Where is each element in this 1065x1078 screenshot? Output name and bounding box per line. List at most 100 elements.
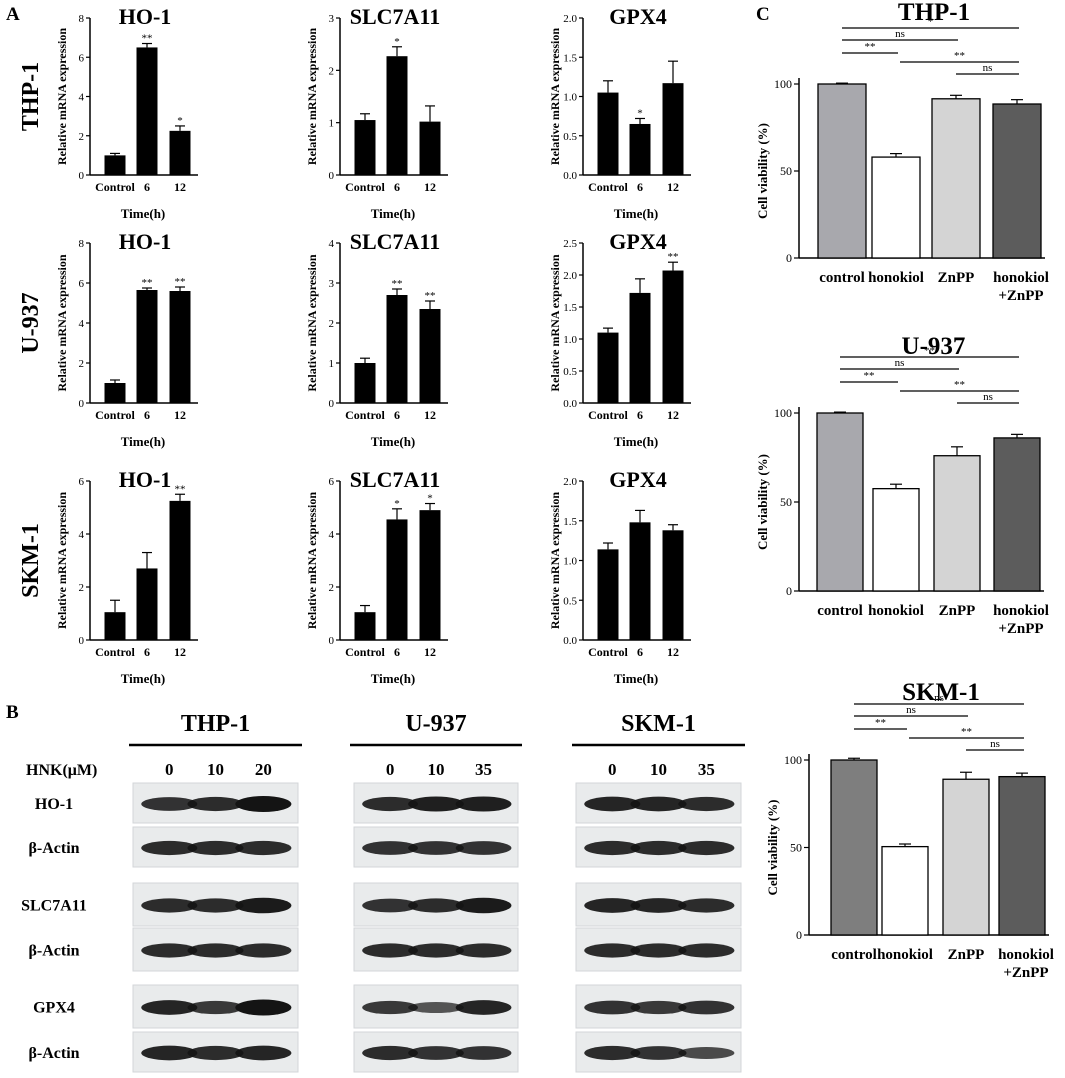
dose-label: 10: [650, 760, 667, 779]
y-tick-label: 1.0: [563, 556, 577, 568]
blot-band: [630, 898, 687, 913]
x-tick-label: 6: [637, 645, 643, 659]
panel-letter-a: A: [6, 4, 20, 25]
y-tick-label: 4: [79, 92, 85, 104]
hnk-label: HNK(μM): [26, 762, 97, 779]
blot-band: [235, 840, 292, 856]
x-axis-label: Time(h): [614, 206, 659, 221]
y-tick-label: 2: [79, 582, 85, 594]
x-axis-label: Time(h): [121, 206, 166, 221]
blot-band: [235, 897, 292, 914]
y-tick-label: 100: [774, 77, 792, 91]
x-tick-label: 12: [667, 408, 679, 422]
blot-band: [141, 1045, 198, 1061]
bar: [419, 510, 441, 640]
significance-label: **: [142, 277, 153, 289]
y-tick-label: 2.0: [563, 270, 577, 282]
x-tick-label: 6: [144, 645, 150, 659]
y-tick-label: 0.0: [563, 635, 577, 647]
protein-label: HO-1: [35, 796, 73, 813]
dose-label: 35: [475, 760, 492, 779]
y-axis-label: Relative mRNA expression: [55, 28, 69, 165]
y-tick-label: 0: [796, 928, 802, 942]
significance-label: **: [142, 33, 153, 45]
y-tick-label: 2.0: [563, 476, 577, 488]
bar: [871, 156, 921, 259]
significance-label: **: [175, 276, 186, 288]
x-tick-label: Control: [345, 645, 385, 659]
blot-band: [678, 1000, 735, 1015]
y-tick-label: 4: [329, 529, 335, 541]
x-tick-label: honokiol: [868, 270, 924, 286]
y-axis-label: Relative mRNA expression: [305, 28, 319, 165]
x-tick-label: 12: [424, 645, 436, 659]
chart-title: SLC7A11: [350, 4, 440, 29]
x-tick-label: control: [819, 270, 865, 286]
y-tick-label: 0: [79, 635, 85, 647]
y-tick-label: 1.0: [563, 334, 577, 346]
x-tick-label: +ZnPP: [998, 621, 1043, 637]
bar: [998, 775, 1046, 936]
dose-label: 10: [207, 760, 224, 779]
y-tick-label: 0: [786, 251, 792, 265]
x-tick-label: +ZnPP: [998, 288, 1043, 304]
significance-label: **: [961, 726, 972, 738]
significance-label: ns: [983, 391, 993, 403]
blot-band: [630, 840, 687, 856]
y-tick-label: 0: [329, 170, 335, 182]
bar: [136, 568, 158, 640]
bar: [993, 437, 1041, 592]
protein-label: β-Actin: [28, 1045, 79, 1062]
x-axis-label: Time(h): [371, 671, 416, 686]
blot-band: [187, 898, 244, 913]
x-tick-label: control: [817, 603, 863, 619]
blot-band: [408, 1001, 464, 1014]
chart-title: GPX4: [609, 229, 666, 254]
significance-label: *: [394, 498, 400, 510]
bar: [830, 759, 878, 936]
chart-title: HO-1: [119, 229, 172, 254]
x-tick-label: 12: [667, 645, 679, 659]
x-tick-label: honokiol: [998, 947, 1054, 963]
y-tick-label: 6: [329, 476, 335, 488]
bar: [662, 530, 684, 640]
significance-label: *: [177, 115, 183, 127]
y-tick-label: 50: [780, 495, 792, 509]
significance-label: ns: [895, 28, 905, 40]
chart-title: SLC7A11: [350, 467, 440, 492]
blot-band: [141, 943, 198, 958]
x-tick-label: ZnPP: [939, 603, 976, 619]
y-axis-label: Relative mRNA expression: [548, 28, 562, 165]
blot-band: [584, 898, 641, 913]
bar: [419, 121, 441, 175]
blot-band: [678, 796, 735, 812]
blot-band: [455, 1000, 512, 1015]
significance-label: ns: [906, 704, 916, 716]
y-axis-label: Cell viability (%): [755, 123, 770, 219]
chart-skm-1-slc7a11: SLC7A11 0 2 4 6 Relative mRNA expression Contr…: [305, 467, 448, 686]
bar: [169, 500, 191, 640]
y-tick-label: 1: [329, 118, 335, 130]
x-tick-label: Control: [345, 180, 385, 194]
blot-band: [408, 796, 464, 812]
y-tick-label: 0.5: [563, 366, 577, 378]
blot-band: [455, 1046, 512, 1060]
blot-cell-title: U-937: [405, 711, 466, 737]
x-tick-label: 6: [394, 645, 400, 659]
x-tick-label: Control: [588, 180, 628, 194]
x-tick-label: Control: [95, 180, 135, 194]
dose-label: 0: [386, 760, 395, 779]
blot-band: [141, 840, 198, 856]
y-tick-label: 0.0: [563, 398, 577, 410]
blot-band: [630, 1000, 687, 1015]
x-tick-label: 6: [144, 180, 150, 194]
x-tick-label: +ZnPP: [1003, 965, 1048, 981]
blot-band: [630, 796, 687, 812]
y-tick-label: 6: [79, 52, 85, 64]
blot-band: [408, 943, 464, 958]
significance-label: *: [427, 493, 433, 505]
